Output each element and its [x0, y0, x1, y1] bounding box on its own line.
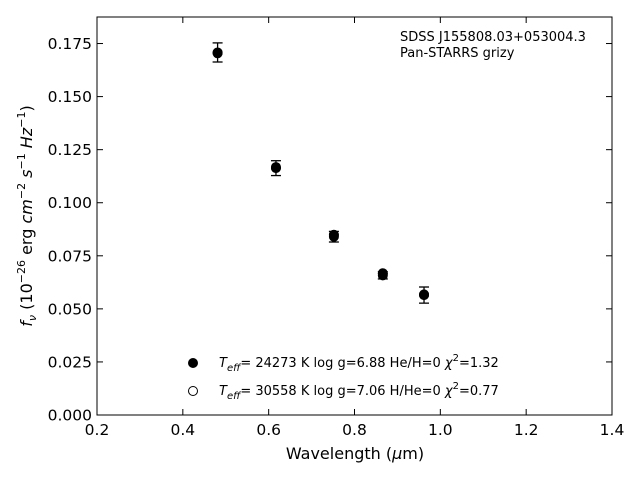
- plot-frame: [96, 16, 613, 416]
- legend: Teff= 24273 K log g=6.88 He/H=0 χ2=1.32 …: [188, 353, 499, 402]
- annotation-object-name: SDSS J155808.03+053004.3: [400, 30, 586, 45]
- y-tick-label: 0.000: [48, 407, 92, 425]
- x-tick-label: 0.2: [85, 421, 110, 439]
- y-tick-label: 0.125: [48, 141, 92, 159]
- x-tick-label: 1.2: [514, 421, 539, 439]
- legend-marker-filled: [188, 358, 198, 368]
- x-tick-label: 1.4: [600, 421, 625, 439]
- x-tick-label: 0.4: [171, 421, 196, 439]
- legend-entry-2: Teff= 30558 K log g=7.06 H/He=0 χ2=0.77: [219, 381, 499, 402]
- x-tick-label: 0.8: [342, 421, 367, 439]
- legend-marker-open: [188, 386, 198, 396]
- y-tick-label: 0.075: [48, 247, 92, 265]
- x-tick-label: 0.6: [256, 421, 281, 439]
- y-tick-label: 0.025: [48, 353, 92, 371]
- tick-labels-group: 0.2 0.4 0.6 0.8 1.0 1.2 1.4 0.000 0.025 0.050 0.07…: [48, 35, 625, 439]
- model-point-filled: [270, 162, 281, 173]
- model-point-filled: [328, 229, 339, 240]
- model-point-filled: [377, 268, 388, 279]
- annotation-survey: Pan-STARRS grizy: [400, 46, 515, 61]
- x-axis-label: Wavelength (μm): [286, 444, 424, 463]
- legend-entry-1: Teff= 24273 K log g=6.88 He/H=0 χ2=1.32: [219, 353, 499, 374]
- y-tick-label: 0.175: [48, 35, 92, 53]
- x-tick-label: 1.0: [428, 421, 453, 439]
- data-points-group: [212, 42, 430, 304]
- y-axis-label: fν (10−26 erg cm−2 s−1 Hz−1): [15, 105, 39, 326]
- model-point-filled: [212, 47, 223, 58]
- y-tick-label: 0.150: [48, 88, 92, 106]
- model-point-filled: [419, 289, 430, 300]
- y-tick-label: 0.050: [48, 300, 92, 318]
- y-tick-label: 0.100: [48, 194, 92, 212]
